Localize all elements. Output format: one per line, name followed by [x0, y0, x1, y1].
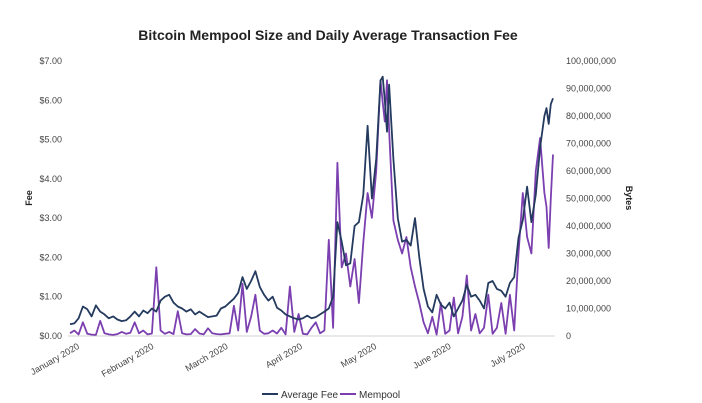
right-tick-label: 10,000,000 — [566, 304, 611, 314]
right-tick-label: 80,000,000 — [566, 111, 611, 121]
right-tick-label: 20,000,000 — [566, 276, 611, 286]
left-tick-label: $2.00 — [39, 252, 62, 262]
right-axis-label: Bytes — [624, 186, 634, 211]
left-tick-label: $3.00 — [39, 213, 62, 223]
right-y-axis: 0 10,000,000 20,000,000 30,000,000 40,000,00… — [566, 56, 616, 341]
series-layer — [69, 75, 554, 336]
left-tick-label: $1.00 — [39, 292, 62, 302]
right-tick-label: 90,000,000 — [566, 84, 611, 94]
x-axis: January 2020 February 2020 March 2020 April… — [29, 341, 527, 379]
x-tick-label: January 2020 — [29, 341, 81, 377]
x-tick-label: July 2020 — [488, 341, 526, 369]
left-tick-label: $0.00 — [39, 331, 62, 341]
x-tick-label: June 2020 — [411, 341, 452, 371]
left-tick-label: $7.00 — [39, 56, 62, 66]
x-tick-label: March 2020 — [183, 341, 229, 373]
left-y-axis: $0.00 $1.00 $2.00 $3.00 $4.00 $5.00 $6.00 $7.00 — [39, 56, 62, 341]
right-tick-label: 70,000,000 — [566, 139, 611, 149]
legend: Average Fee Mempool — [262, 390, 400, 401]
left-tick-label: $4.00 — [39, 174, 62, 184]
series-line-mempool — [69, 79, 554, 336]
x-tick-label: February 2020 — [100, 341, 156, 379]
right-tick-label: 50,000,000 — [566, 194, 611, 204]
right-tick-label: 0 — [566, 331, 571, 341]
right-tick-label: 40,000,000 — [566, 221, 611, 231]
x-tick-label: May 2020 — [339, 341, 378, 369]
left-axis-label: Fee — [24, 190, 34, 206]
legend-label-average-fee: Average Fee — [281, 390, 339, 401]
right-tick-label: 100,000,000 — [566, 56, 616, 66]
right-tick-label: 60,000,000 — [566, 166, 611, 176]
series-line-average-fee — [69, 75, 554, 326]
legend-label-mempool: Mempool — [359, 390, 400, 401]
x-tick-label: April 2020 — [264, 341, 304, 370]
left-tick-label: $5.00 — [39, 135, 62, 145]
right-tick-label: 30,000,000 — [566, 249, 611, 259]
left-tick-label: $6.00 — [39, 95, 62, 105]
chart-title: Bitcoin Mempool Size and Daily Average T… — [138, 27, 518, 43]
